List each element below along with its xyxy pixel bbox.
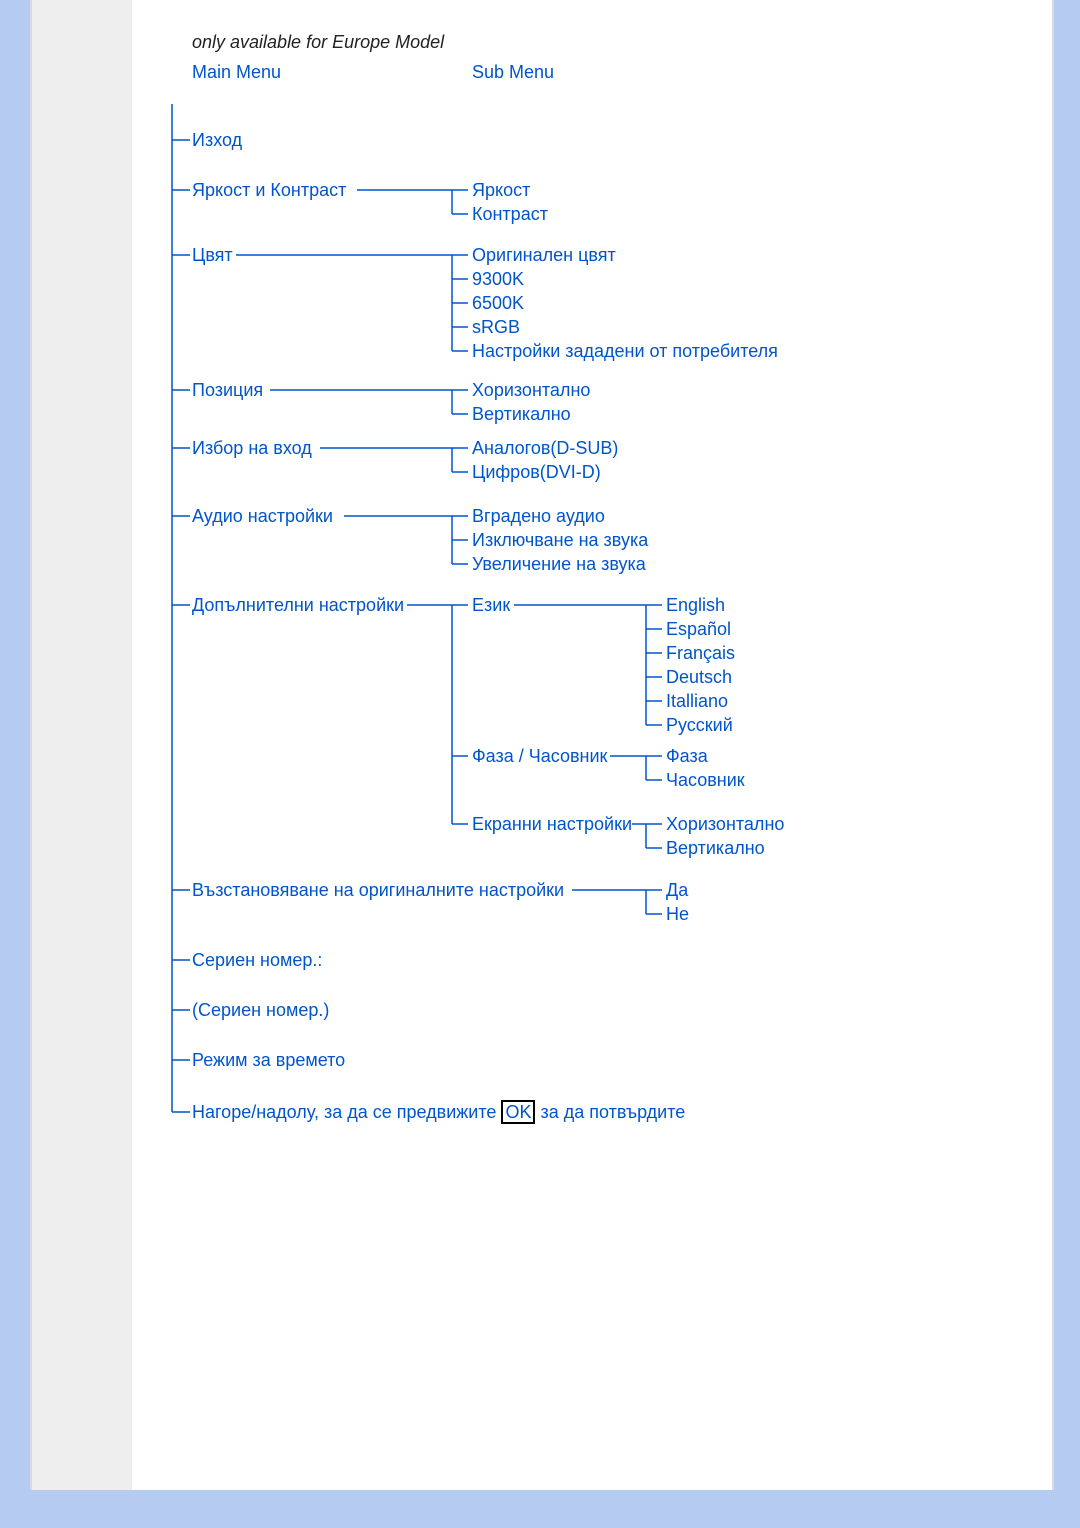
- menu-brightness-contrast: Яркост и Контраст: [192, 178, 346, 202]
- stage: only available for Europe Model Main Men…: [0, 0, 1080, 1528]
- phase: Фаза: [666, 744, 708, 768]
- sub-audio-builtin: Вградено аудио: [472, 504, 605, 528]
- sub-brightness: Яркост: [472, 178, 530, 202]
- reset-yes: Да: [666, 878, 688, 902]
- sub-color-9300k: 9300K: [472, 267, 524, 291]
- nav-hint: Нагоре/надолу, за да се предвижите OK за…: [192, 1100, 685, 1124]
- menu-input: Избор на вход: [192, 436, 312, 460]
- sub-input-analog: Аналогов(D-SUB): [472, 436, 618, 460]
- lang-fr: Français: [666, 641, 735, 665]
- sub-input-digital: Цифров(DVI-D): [472, 460, 601, 484]
- europe-note: only available for Europe Model: [192, 30, 444, 54]
- nav-pre: Нагоре/надолу, за да се предвижите: [192, 1102, 496, 1122]
- serial-value: (Сериен номер.): [192, 998, 329, 1022]
- sub-audio-volup: Увеличение на звука: [472, 552, 646, 576]
- sub-more-osd: Екранни настройки: [472, 812, 632, 836]
- ok-button-icon: OK: [501, 1100, 535, 1124]
- lang-en: English: [666, 593, 725, 617]
- menu-position: Позиция: [192, 378, 263, 402]
- sub-contrast: Контраст: [472, 202, 548, 226]
- lang-ru: Русский: [666, 713, 733, 737]
- sub-more-lang: Език: [472, 593, 510, 617]
- page: only available for Europe Model Main Men…: [30, 0, 1054, 1490]
- sub-color-original: Оригинален цвят: [472, 243, 616, 267]
- menu-reset: Възстановяване на оригиналните настройки: [192, 878, 564, 902]
- osd-v: Вертикално: [666, 836, 765, 860]
- lang-de: Deutsch: [666, 665, 732, 689]
- reset-no: Не: [666, 902, 689, 926]
- lang-es: Español: [666, 617, 731, 641]
- menu-more: Допълнителни настройки: [192, 593, 404, 617]
- content-area: only available for Europe Model Main Men…: [132, 0, 1052, 1490]
- sub-pos-h: Хоризонтално: [472, 378, 590, 402]
- left-gutter: [32, 0, 132, 1490]
- sub-pos-v: Вертикално: [472, 402, 571, 426]
- sub-color-6500k: 6500K: [472, 291, 524, 315]
- sub-color-user: Настройки зададени от потребителя: [472, 339, 778, 363]
- menu-exit: Изход: [192, 128, 242, 152]
- sub-menu-header: Sub Menu: [472, 60, 554, 84]
- main-menu-header: Main Menu: [192, 60, 281, 84]
- lang-it: Italliano: [666, 689, 728, 713]
- osd-h: Хоризонтално: [666, 812, 784, 836]
- menu-audio: Аудио настройки: [192, 504, 333, 528]
- serial-label: Сериен номер.:: [192, 948, 322, 972]
- sub-more-phaseclock: Фаза / Часовник: [472, 744, 607, 768]
- nav-post: за да потвърдите: [540, 1102, 685, 1122]
- sub-audio-mute: Изключване на звука: [472, 528, 648, 552]
- menu-color: Цвят: [192, 243, 233, 267]
- sub-color-srgb: sRGB: [472, 315, 520, 339]
- clock: Часовник: [666, 768, 745, 792]
- timing-mode: Режим за времето: [192, 1048, 345, 1072]
